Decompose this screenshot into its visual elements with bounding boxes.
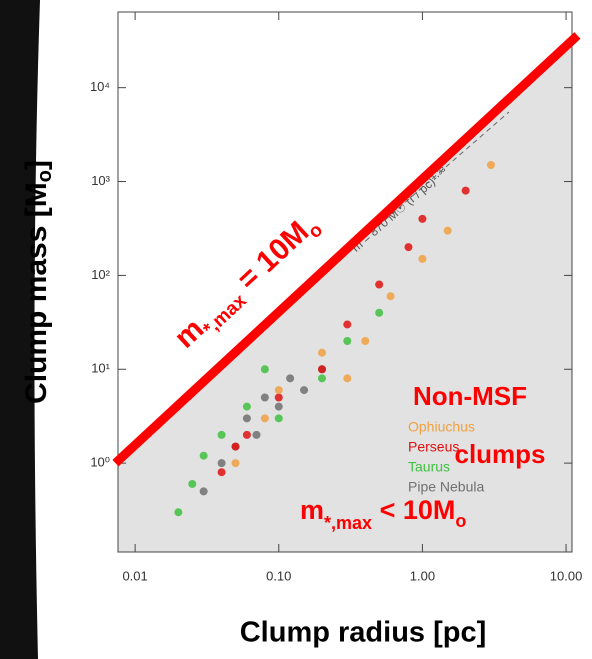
point [199,487,208,496]
point [361,337,370,346]
legend-label: Perseus [408,439,459,455]
y-axis-label: Clump mass [Mo] [20,160,56,404]
point [260,365,269,374]
point [286,374,295,383]
point [418,254,427,263]
annotation: clumps [454,439,545,469]
point [217,459,226,468]
y-tick-label: 10⁴ [90,79,110,94]
point [217,468,226,477]
point [260,393,269,402]
point [231,459,240,468]
point [242,414,251,423]
point [318,348,327,357]
point [217,430,226,439]
point [231,442,240,451]
point [318,365,327,374]
annotation-part: *,max [324,513,372,533]
point [386,292,395,301]
shaded-region [118,40,572,553]
point [418,214,427,223]
point [443,226,452,235]
point [242,430,251,439]
point [461,186,470,195]
legend-label: Pipe Nebula [408,479,484,495]
point [343,374,352,383]
annotation-part: m [300,495,324,525]
legend-label: Ophiuchus [408,419,475,435]
point [318,374,327,383]
point [242,402,251,411]
background-strip [0,0,40,659]
annotation: Non-MSF [413,381,527,411]
limit-line [112,32,581,467]
point [252,430,261,439]
y-axis-label-end: ] [20,160,53,170]
point [274,386,283,395]
point [274,402,283,411]
annotation: m*,max < 10Mo [300,495,466,533]
plot-frame [117,11,573,553]
point [260,414,269,423]
y-axis-label-main: Clump mass [M [20,182,53,404]
point [375,308,384,317]
x-tick-label: 1.00 [410,568,435,583]
y-axis-label-sub: o [34,170,56,182]
point [300,386,309,395]
x-axis-label: Clump radius [pc] [240,617,487,649]
point [404,243,413,252]
y-tick-label: 10² [91,267,110,282]
point [274,414,283,423]
point [486,161,495,170]
y-tick-label: 10⁰ [90,455,110,470]
x-tick-label: 0.01 [122,568,147,583]
point [188,479,197,488]
y-tick-label: 10¹ [91,361,110,376]
x-tick-label: 10.00 [550,568,583,583]
point [375,280,384,289]
point [343,320,352,329]
point [199,451,208,460]
point [274,393,283,402]
legend-label: Taurus [408,459,450,475]
annotation-part: o [455,511,466,531]
point [343,337,352,346]
point [174,508,183,517]
x-tick-label: 0.10 [266,568,291,583]
annotation-part: < 10M [372,495,455,525]
y-tick-label: 10³ [91,173,110,188]
